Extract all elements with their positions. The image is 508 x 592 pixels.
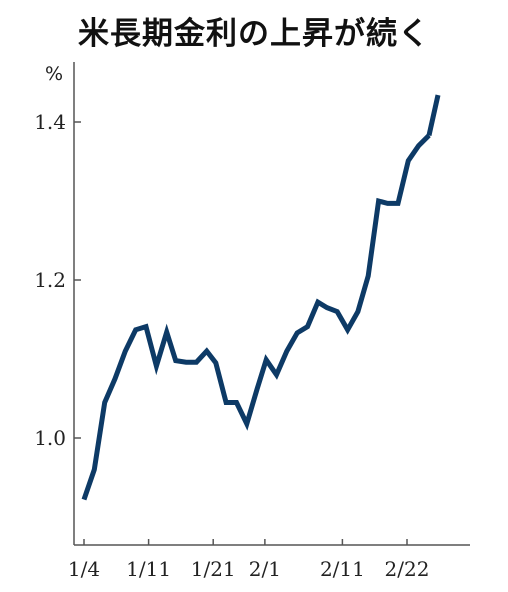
axes xyxy=(73,62,470,546)
x-ticks: 1/4 1/11 1/21 2/1 2/11 2/22 xyxy=(68,539,430,581)
y-tick-label: 1.0 xyxy=(34,426,66,450)
series-group xyxy=(81,94,441,501)
x-tick-label: 2/22 xyxy=(385,557,430,581)
x-tick-label: 1/4 xyxy=(68,557,100,581)
x-tick-label: 1/21 xyxy=(191,557,236,581)
y-tick-label: 1.4 xyxy=(34,110,66,134)
series-line-0 xyxy=(81,133,431,501)
y-ticks: 1.0 1.2 1.4 xyxy=(34,110,81,450)
x-tick-label: 2/11 xyxy=(320,557,365,581)
y-axis-unit-label: % xyxy=(45,63,63,85)
series-line-1 xyxy=(426,94,441,136)
chart-title: 米長期金利の上昇が続く xyxy=(78,16,430,52)
x-tick-label: 2/1 xyxy=(249,557,281,581)
x-tick-label: 1/11 xyxy=(126,557,171,581)
y-tick-label: 1.2 xyxy=(34,268,66,292)
